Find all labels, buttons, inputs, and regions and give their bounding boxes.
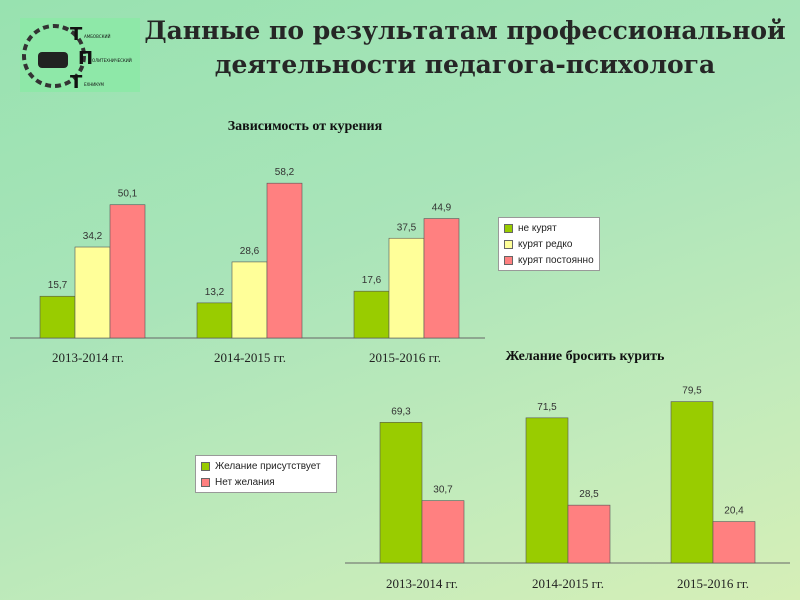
bar: [525, 417, 569, 564]
bar: [231, 261, 268, 339]
legend-label: Желание присутствует: [215, 460, 321, 472]
data-label: 15,7: [48, 280, 68, 291]
data-label: 28,6: [240, 246, 260, 257]
data-label: 50,1: [118, 189, 138, 200]
legend-smoking: не курят курят редко курят постоянно: [498, 217, 600, 271]
bar: [421, 500, 465, 564]
data-label: 44,9: [432, 203, 452, 214]
legend-swatch: [201, 461, 210, 471]
data-label: 17,6: [362, 275, 382, 286]
legend-swatch: [504, 223, 513, 233]
legend-label: курят редко: [518, 238, 573, 250]
svg-text:ЕХНИКУМ: ЕХНИКУМ: [84, 82, 105, 87]
page-title: Данные по результатам профессиональной д…: [144, 16, 786, 79]
legend-quit: Желание присутствует Нет желания: [195, 455, 337, 493]
category-label: 2015-2016 гг.: [369, 350, 441, 365]
legend-swatch: [201, 477, 210, 487]
chart-title: Зависимость от курения: [228, 119, 383, 134]
bar: [266, 182, 303, 339]
legend-swatch: [504, 255, 513, 265]
data-label: 71,5: [537, 402, 557, 413]
data-label: 58,2: [275, 167, 295, 178]
legend-item: курят редко: [504, 236, 594, 252]
legend-label: курят постоянно: [518, 254, 594, 266]
data-label: 79,5: [682, 386, 702, 397]
legend-item: Желание присутствует: [201, 458, 331, 474]
data-label: 30,7: [433, 485, 453, 496]
data-label: 34,2: [83, 231, 103, 242]
category-label: 2013-2014 гг.: [386, 576, 458, 591]
data-label: 37,5: [397, 222, 417, 233]
category-label: 2015-2016 гг.: [677, 576, 749, 591]
data-label: 13,2: [205, 287, 225, 298]
gear-car-logo-icon: Т П Т АМБОВСКИЙ ОЛИТЕХНИЧЕСКИЙ ЕХНИКУМ: [22, 24, 132, 92]
svg-text:Т: Т: [70, 72, 83, 92]
data-label: 69,3: [391, 406, 411, 417]
data-label: 20,4: [724, 506, 744, 517]
bar: [196, 302, 233, 339]
bar: [74, 246, 111, 339]
svg-text:Т: Т: [70, 24, 83, 45]
legend-item: Нет желания: [201, 474, 331, 490]
category-label: 2014-2015 гг.: [214, 350, 286, 365]
category-label: 2013-2014 гг.: [52, 350, 124, 365]
legend-item: не курят: [504, 220, 594, 236]
bar: [39, 295, 76, 339]
legend-swatch: [504, 239, 513, 249]
college-logo: Т П Т АМБОВСКИЙ ОЛИТЕХНИЧЕСКИЙ ЕХНИКУМ: [20, 18, 140, 92]
bar: [670, 401, 714, 564]
bar: [712, 521, 756, 564]
svg-text:П: П: [78, 48, 93, 69]
bar: [109, 204, 146, 339]
bar: [423, 218, 460, 339]
bar: [388, 237, 425, 339]
bar: [567, 504, 611, 564]
legend-label: Нет желания: [215, 476, 275, 488]
svg-text:ОЛИТЕХНИЧЕСКИЙ: ОЛИТЕХНИЧЕСКИЙ: [92, 58, 132, 63]
bar: [353, 290, 390, 339]
chart-title: Желание бросить курить: [506, 349, 665, 364]
category-label: 2014-2015 гг.: [532, 576, 604, 591]
legend-item: курят постоянно: [504, 252, 594, 268]
legend-label: не курят: [518, 222, 557, 234]
data-label: 28,5: [579, 489, 599, 500]
svg-text:АМБОВСКИЙ: АМБОВСКИЙ: [84, 34, 110, 39]
bar: [379, 422, 423, 564]
